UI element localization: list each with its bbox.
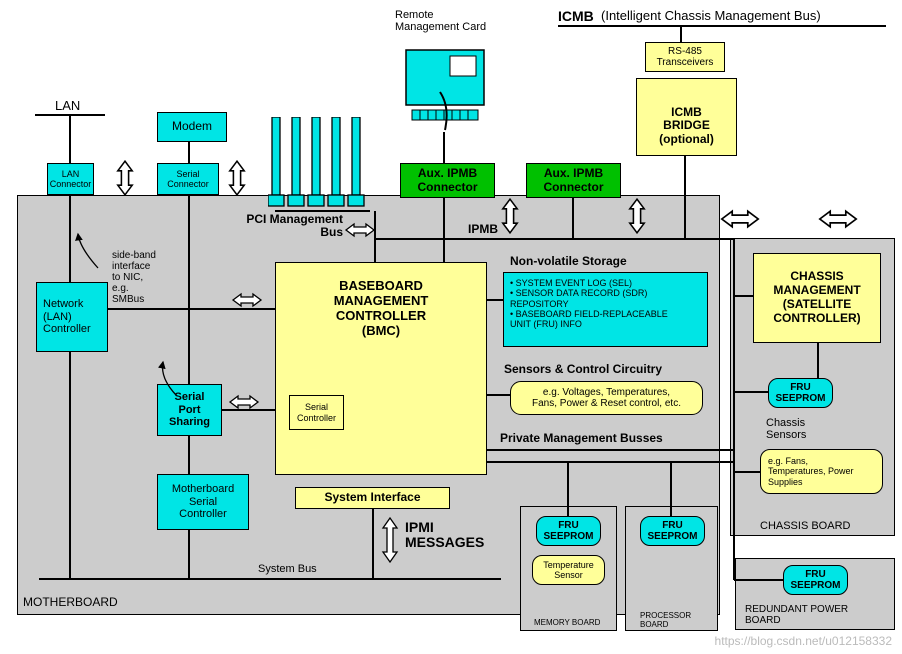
serial-connector: Serial Connector	[157, 163, 219, 195]
system-bus-label: System Bus	[258, 563, 317, 575]
nv-storage-box: • SYSTEM EVENT LOG (SEL) • SENSOR DATA R…	[503, 272, 708, 347]
processor-board-label: PROCESSOR BOARD	[640, 612, 691, 630]
fru-chassis: FRU SEEPROM	[768, 378, 833, 408]
chassis-sensors-box: e.g. Fans, Temperatures, Power Supplies	[760, 449, 883, 494]
motherboard-label: MOTHERBOARD	[23, 596, 118, 609]
modem-box: Modem	[157, 112, 227, 142]
fru-memory: FRU SEEPROM	[536, 516, 601, 546]
system-interface: System Interface	[295, 487, 450, 509]
temp-sensor: Temperature Sensor	[532, 555, 605, 585]
network-controller: Network (LAN) Controller	[36, 282, 108, 352]
private-bus-label: Private Management Busses	[500, 432, 663, 445]
sensors-box: e.g. Voltages, Temperatures, Fans, Power…	[510, 381, 703, 415]
icmb-full: (Intelligent Chassis Management Bus)	[601, 9, 821, 23]
aux-ipmb-2: Aux. IPMB Connector	[526, 163, 621, 198]
rs485-box: RS-485 Transceivers	[645, 42, 725, 72]
bmc-box: BASEBOARD MANAGEMENT CONTROLLER (BMC)	[275, 262, 487, 475]
redundant-power-label: REDUNDANT POWER BOARD	[745, 604, 848, 626]
icmb-bridge: ICMB BRIDGE (optional)	[636, 78, 737, 156]
chassis-board-label: CHASSIS BOARD	[760, 520, 850, 532]
lan-line	[69, 114, 71, 164]
ipmi-messages: IPMI MESSAGES	[405, 520, 484, 551]
icmb-bold: ICMB	[558, 9, 594, 24]
nv-storage-title: Non-volatile Storage	[510, 255, 627, 268]
bmc-serial-ctrl: Serial Controller	[289, 395, 344, 430]
watermark: https://blog.csdn.net/u012158332	[715, 634, 892, 648]
fru-processor: FRU SEEPROM	[640, 516, 705, 546]
pci-bus-label: PCI Management Bus	[233, 213, 343, 239]
remote-card-icon	[400, 42, 500, 132]
lan-label: LAN	[55, 99, 80, 113]
chassis-sensors-label: Chassis Sensors	[766, 417, 806, 441]
system-bus-line	[39, 578, 501, 580]
ipmb-label: IPMB	[468, 223, 498, 236]
aux-ipmb-1: Aux. IPMB Connector	[400, 163, 495, 198]
sideband-text: side-band interface to NIC, e.g. SMBus	[112, 250, 156, 305]
pci-slots-icon	[268, 117, 388, 212]
mb-serial-ctrl: Motherboard Serial Controller	[157, 474, 249, 530]
remote-card-label: Remote Management Card	[395, 9, 486, 33]
icmb-line	[680, 25, 682, 43]
icmb-bar	[558, 25, 886, 27]
sensors-title: Sensors & Control Circuitry	[504, 363, 662, 376]
lan-connector: LAN Connector	[47, 163, 94, 195]
serial-port-sharing: Serial Port Sharing	[157, 384, 222, 436]
memory-board-label: MEMORY BOARD	[534, 619, 600, 628]
fru-power: FRU SEEPROM	[783, 565, 848, 595]
chassis-mgmt: CHASSIS MANAGEMENT (SATELLITE CONTROLLER…	[753, 253, 881, 343]
